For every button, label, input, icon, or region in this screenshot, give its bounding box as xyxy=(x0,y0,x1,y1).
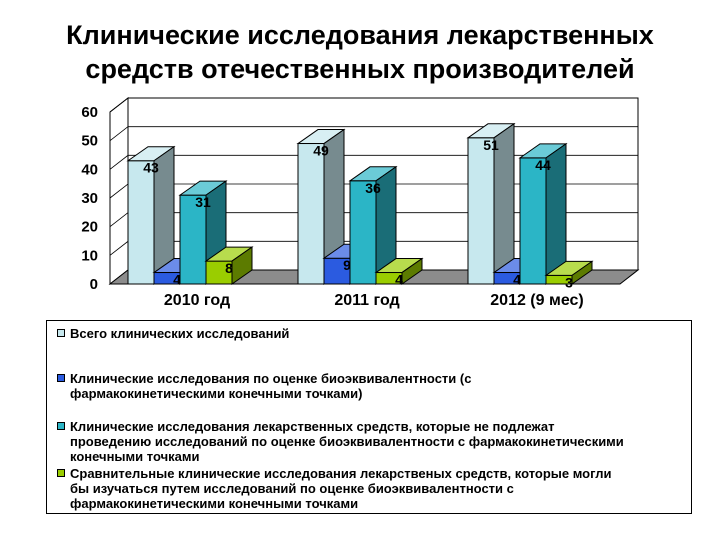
bar-side xyxy=(401,257,423,285)
gridline xyxy=(109,97,638,113)
page-title: Клинические исследования лекарственных с… xyxy=(0,18,720,86)
legend-swatch-comparative xyxy=(57,469,65,477)
data-label: 49 xyxy=(313,143,329,159)
chart-legend: Всего клинических исследований Клиническ… xyxy=(46,320,692,514)
bar-front xyxy=(127,160,155,285)
bar-front xyxy=(349,180,377,285)
data-label: 51 xyxy=(483,137,499,153)
bar-front xyxy=(519,157,547,285)
data-label: 9 xyxy=(343,257,351,273)
title-line-2: средств отечественных производителей xyxy=(85,54,635,84)
legend-label-not-bioeq-line-2: проведению исследований по оценке биоэкв… xyxy=(70,434,624,449)
legend-swatch-bioeq xyxy=(57,374,65,382)
data-label: 4 xyxy=(513,272,521,288)
data-label: 4 xyxy=(395,272,403,288)
y-tick-label: 50 xyxy=(81,133,98,150)
y-tick-label: 60 xyxy=(81,104,98,121)
legend-item-comparative: Сравнительные клинические исследования л… xyxy=(57,466,687,511)
title-line-1: Клинические исследования лекарственных xyxy=(66,20,654,50)
legend-label-bioeq-line-2: фармакокинетическими конечными точками) xyxy=(70,386,363,401)
y-tick-label: 0 xyxy=(90,276,98,293)
legend-label-total: Всего клинических исследований xyxy=(70,326,290,341)
data-label: 36 xyxy=(365,180,381,196)
legend-label-comparative-line-2: бы изучаться путем исследований по оценк… xyxy=(70,481,514,496)
legend-item-bioeq: Клинические исследования по оценке биоэк… xyxy=(57,371,687,401)
bar-side xyxy=(231,246,253,285)
legend-swatch-not-bioeq xyxy=(57,422,65,430)
data-label: 3 xyxy=(565,274,573,290)
bar-front xyxy=(467,137,495,285)
legend-label-not-bioeq-line-3: конечными точками xyxy=(70,449,200,464)
data-label: 4 xyxy=(173,272,181,288)
bar-side xyxy=(571,260,593,285)
data-label: 44 xyxy=(535,157,551,173)
legend-swatch-total xyxy=(57,329,65,337)
bar-front xyxy=(297,143,325,285)
gridline xyxy=(109,126,638,141)
legend-label-comparative-line-1: Сравнительные клинические исследования л… xyxy=(70,466,612,481)
legend-item-not-bioeq: Клинические исследования лекарственных с… xyxy=(57,419,687,464)
bar-front xyxy=(179,194,207,285)
legend-label-bioeq-line-1: Клинические исследования по оценке биоэк… xyxy=(70,371,472,386)
legend-item-total: Всего клинических исследований xyxy=(57,326,687,341)
legend-label-comparative-line-3: фармакокинетическими конечными точками xyxy=(70,496,359,511)
legend-label-not-bioeq-line-1: Клинические исследования лекарственных с… xyxy=(70,419,555,434)
y-tick-label: 20 xyxy=(81,219,98,236)
x-category-label: 2010 год xyxy=(164,292,230,309)
y-tick-label: 30 xyxy=(81,190,98,207)
x-category-label: 2011 год xyxy=(334,292,399,309)
x-category-label: 2012 (9 мес) xyxy=(490,292,583,309)
data-label: 43 xyxy=(143,160,159,176)
data-label: 8 xyxy=(225,260,233,276)
y-tick-label: 40 xyxy=(81,161,98,178)
y-tick-label: 10 xyxy=(81,247,98,264)
data-label: 31 xyxy=(195,194,211,210)
